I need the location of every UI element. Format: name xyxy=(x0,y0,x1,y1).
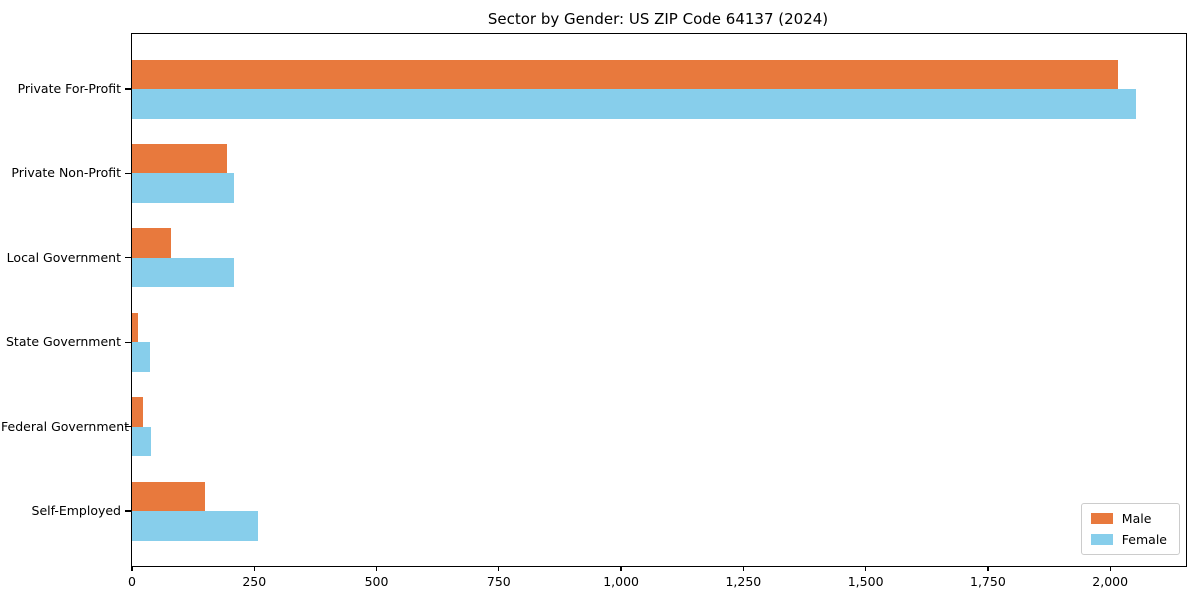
y-tick-mark xyxy=(125,341,131,343)
bar-female-self-employed xyxy=(132,511,258,541)
y-tick-mark xyxy=(125,510,131,512)
legend-item-male: Male xyxy=(1090,511,1167,526)
y-tick-label-local-government: Local Government xyxy=(6,249,121,265)
x-tick-mark xyxy=(865,566,867,571)
x-tick-mark xyxy=(253,566,255,571)
bar-male-federal-government xyxy=(132,397,143,427)
plot-area: Private For-Profit Private Non-Profit Loca… xyxy=(1,33,1187,589)
legend-swatch-male xyxy=(1090,513,1113,524)
x-tick-mark xyxy=(742,566,744,571)
x-tick-label-500: 500 xyxy=(364,574,389,589)
x-tick-label-1500: 1,500 xyxy=(847,574,884,589)
x-tick-mark xyxy=(375,566,378,571)
y-tick-label-state-government: State Government xyxy=(5,334,121,350)
legend-label-female: Female xyxy=(1121,532,1167,547)
chart-title: Sector by Gender: US ZIP Code 64137 (202… xyxy=(487,10,829,28)
x-tick-mark xyxy=(1109,566,1111,571)
bar-female-private-for-profit xyxy=(132,89,1136,119)
y-tick-mark xyxy=(125,426,131,428)
legend: Male Female xyxy=(1080,503,1180,555)
x-tick-label-1000: 1,000 xyxy=(603,574,639,589)
legend-item-female: Female xyxy=(1090,532,1167,547)
bar-female-federal-government xyxy=(132,426,152,457)
bar-male-local-government xyxy=(132,228,172,258)
y-tick-label-private-for-profit: Private For-Profit xyxy=(17,81,121,96)
bar-male-private-for-profit xyxy=(132,59,1118,89)
x-tick-label-0: 0 xyxy=(128,574,136,589)
bar-female-local-government xyxy=(132,257,235,288)
x-tick-label-2000: 2,000 xyxy=(1092,574,1129,589)
x-tick-mark xyxy=(131,566,133,571)
x-tick-label-750: 750 xyxy=(486,574,511,589)
legend-swatch-female xyxy=(1090,534,1113,545)
y-tick-label-private-non-profit: Private Non-Profit xyxy=(11,165,121,181)
bar-male-state-government xyxy=(132,312,138,343)
x-tick-label-1250: 1,250 xyxy=(725,574,762,589)
x-tick-mark xyxy=(987,566,989,571)
x-tick-mark xyxy=(498,566,500,571)
bar-female-private-non-profit xyxy=(132,173,235,203)
y-tick-mark xyxy=(125,172,131,174)
bar-male-private-non-profit xyxy=(132,143,227,174)
bar-female-state-government xyxy=(132,342,151,372)
y-tick-label-federal-government: Federal Government xyxy=(1,418,130,434)
x-tick-label-250: 250 xyxy=(242,574,267,589)
y-tick-mark xyxy=(125,88,131,90)
bar-male-self-employed xyxy=(132,481,206,511)
legend-label-male: Male xyxy=(1121,511,1152,526)
y-tick-label-self-employed: Self-Employed xyxy=(31,503,121,518)
x-tick-label-1750: 1,750 xyxy=(970,574,1006,589)
x-tick-mark xyxy=(620,566,622,571)
y-tick-mark xyxy=(125,257,131,259)
